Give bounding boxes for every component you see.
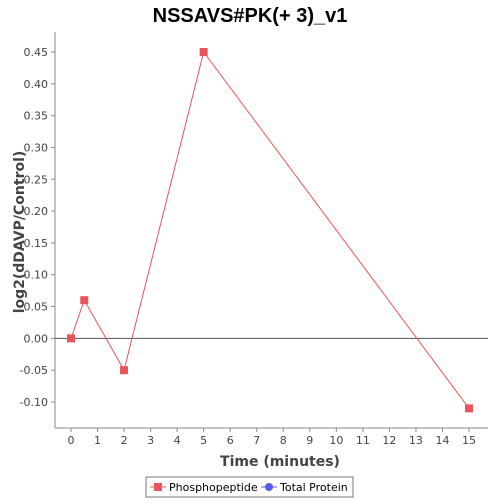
y-tick-label: 0.00 [24, 332, 49, 345]
y-tick-label: 0.45 [24, 46, 49, 59]
x-tick-label: 2 [121, 434, 128, 447]
legend-marker-phosphopeptide [154, 483, 162, 491]
x-tick-label: 14 [435, 434, 449, 447]
chart-title: NSSAVS#PK(+ 3)_v1 [153, 5, 348, 27]
y-tick-label: 0.15 [24, 237, 49, 250]
x-tick-label: 1 [94, 434, 101, 447]
x-tick-label: 6 [227, 434, 234, 447]
legend-label-total-protein: Total Protein [279, 481, 348, 494]
data-point [120, 366, 129, 375]
legend-box [145, 476, 354, 498]
y-tick-label: 0.35 [24, 110, 49, 123]
y-tick-label: 0.30 [24, 141, 49, 154]
x-ticks: 0 1 2 3 4 5 6 7 8 9 10 11 12 13 14 15 [68, 428, 476, 447]
plot-area: -0.10 -0.05 0.00 0.05 0.10 0.15 0.20 0.25 0.30 0.… [20, 32, 488, 447]
y-tick-label: 0.40 [24, 78, 49, 91]
y-tick-label: 0.20 [24, 205, 49, 218]
data-point [80, 296, 89, 305]
y-tick-label: 0.25 [24, 173, 49, 186]
x-tick-label: 10 [329, 434, 343, 447]
x-tick-label: 0 [68, 434, 75, 447]
x-tick-label: 8 [280, 434, 287, 447]
data-point [465, 404, 473, 413]
x-axis-label: Time (minutes) [220, 454, 340, 470]
x-tick-label: 11 [356, 434, 370, 447]
x-tick-label: 3 [147, 434, 154, 447]
x-tick-label: 5 [200, 434, 207, 447]
x-tick-label: 4 [174, 434, 181, 447]
y-tick-label: -0.05 [20, 364, 48, 377]
series-layer [67, 48, 473, 413]
y-tick-label: 0.05 [24, 301, 49, 314]
legend-marker-total-protein [265, 483, 273, 491]
x-tick-label: 12 [382, 434, 396, 447]
data-point [199, 48, 208, 56]
series-line [70, 50, 470, 409]
legend-label-phosphopeptide: Phosphopeptide [169, 481, 258, 494]
data-point [67, 334, 75, 343]
y-tick-label: -0.10 [20, 396, 48, 409]
x-tick-label: 13 [409, 434, 423, 447]
y-axis-label: log2(dDAVP/Control) [12, 151, 28, 314]
y-tick-label: 0.10 [24, 269, 49, 282]
y-ticks: -0.10 -0.05 0.00 0.05 0.10 0.15 0.20 0.25 0.30 0.… [20, 46, 55, 409]
x-tick-label: 7 [253, 434, 260, 447]
x-tick-label: 15 [462, 434, 476, 447]
legend: Phosphopeptide Total Protein [145, 476, 354, 498]
x-tick-label: 9 [306, 434, 313, 447]
